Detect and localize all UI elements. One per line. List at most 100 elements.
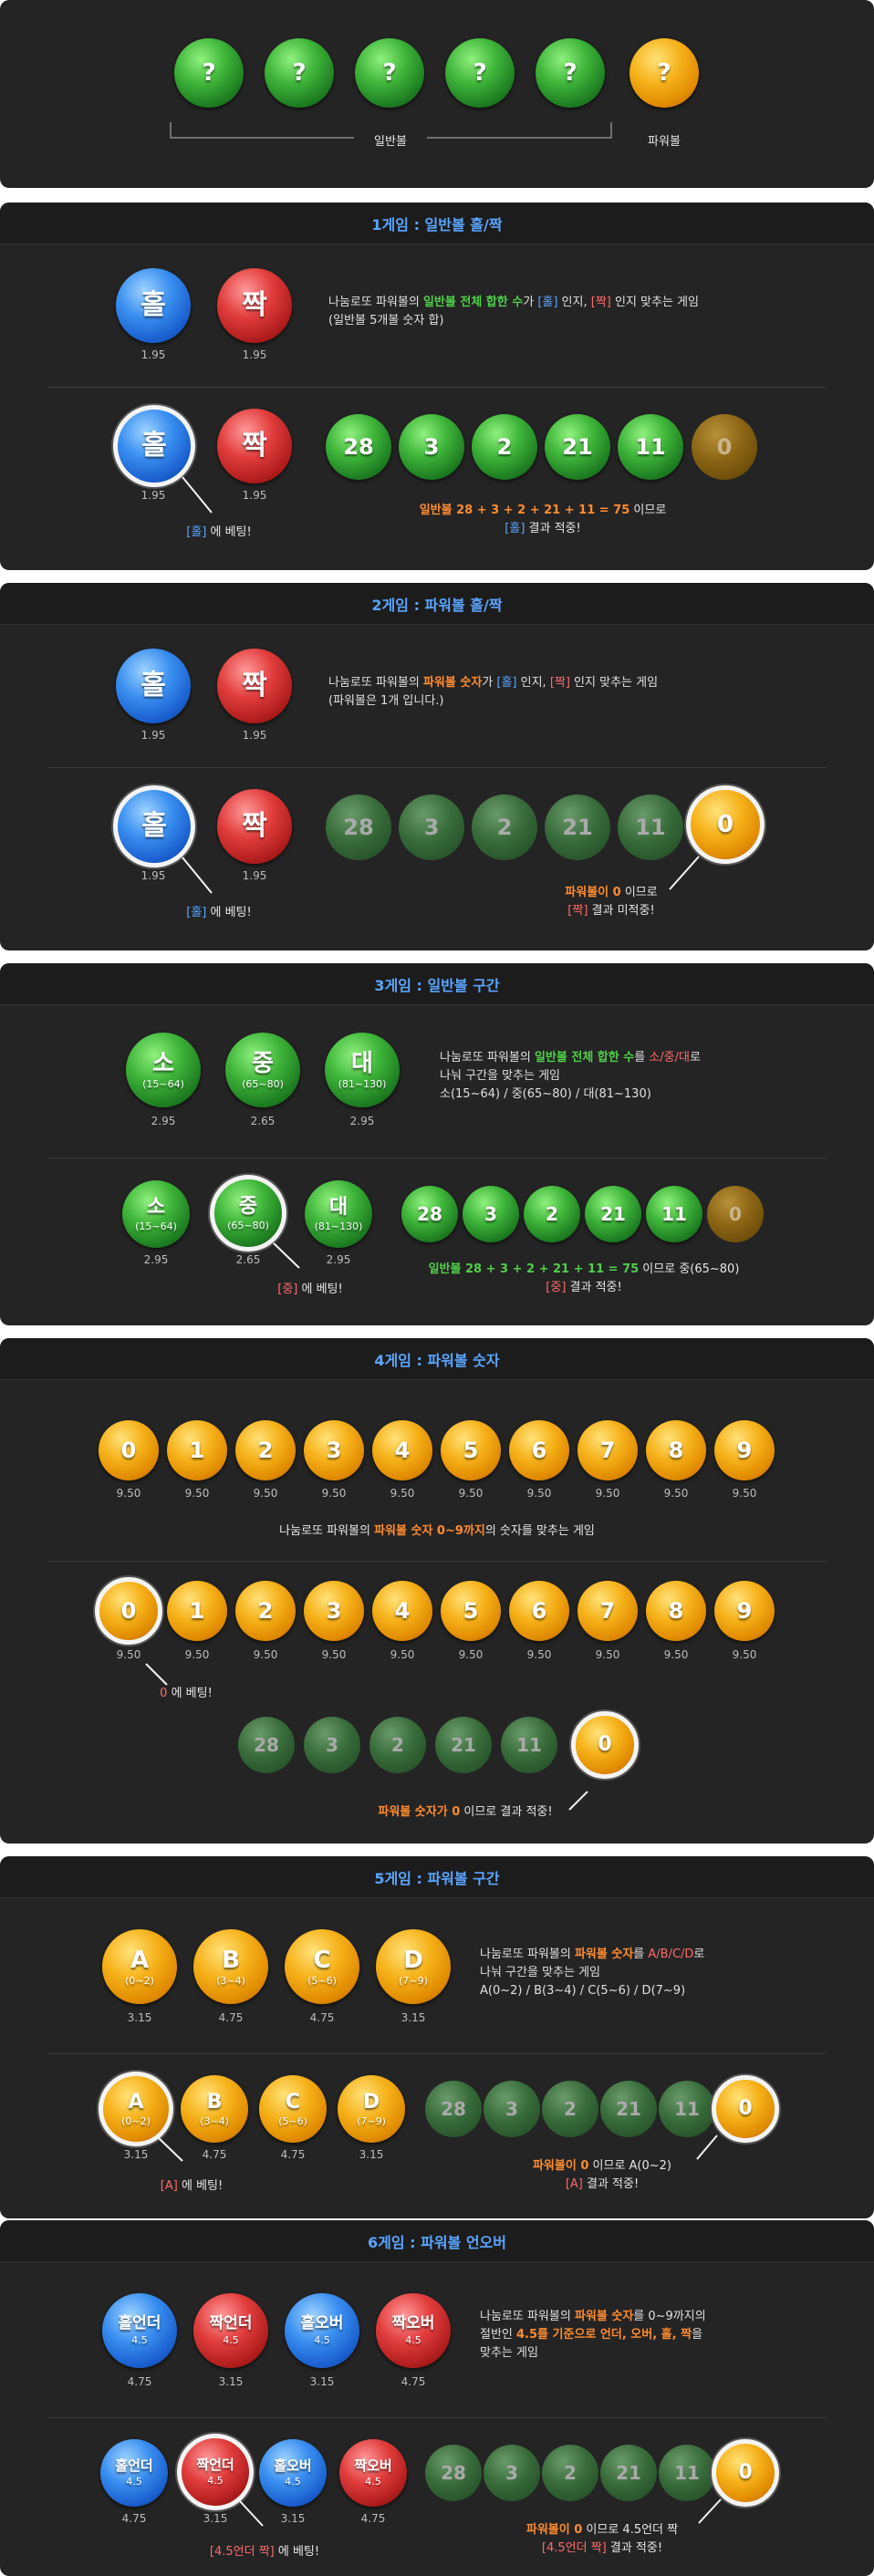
odd-odds-2: 1.95 <box>140 869 166 882</box>
draw-ball-3: 2 <box>369 1717 426 1773</box>
large-ball[interactable]: 대 (81~130) <box>325 1033 400 1107</box>
digit-ball-7[interactable]: 7 <box>577 1420 638 1480</box>
game4-result: 파워볼 숫자가 0 이므로 결과 적중! <box>378 1805 553 1819</box>
digit-ball-5-2[interactable]: 5 <box>441 1581 501 1641</box>
draw-ball-2: 3 <box>484 2445 540 2501</box>
draw-ball-5: 11 <box>618 414 683 480</box>
digit-ball-4[interactable]: 4 <box>372 1420 432 1480</box>
draw-ball-1: 28 <box>425 2081 482 2137</box>
game1-title: 1게임 : 일반볼 홀/짝 <box>0 203 874 244</box>
odd-under-ball-2[interactable]: 홀언더 4.5 <box>100 2439 168 2507</box>
range-c-ball[interactable]: C (5~6) <box>285 1929 359 2004</box>
digit-ball-9[interactable]: 9 <box>714 1420 775 1480</box>
odd-under-ball[interactable]: 홀언더 4.5 <box>102 2293 177 2368</box>
game1-panel: 1게임 : 일반볼 홀/짝 홀 짝 1.95 1.95 나눔로또 파워볼의 일반… <box>0 203 874 570</box>
normal-ball-4: ? <box>445 38 515 108</box>
small-ball-2[interactable]: 소 (15~64) <box>122 1180 190 1248</box>
draw-ball-2: 3 <box>463 1186 519 1242</box>
range-a-odds-2: 3.15 <box>123 2148 149 2161</box>
draw-ball-4: 21 <box>435 1717 492 1773</box>
small-ball[interactable]: 소 (15~64) <box>126 1033 201 1107</box>
game5-title: 5게임 : 파워볼 구간 <box>0 1856 874 1898</box>
digit-ball-1[interactable]: 1 <box>167 1420 227 1480</box>
odd-ball-selected[interactable]: 홀 <box>113 785 195 867</box>
digit-ball-7-2[interactable]: 7 <box>577 1581 638 1641</box>
bracket-line <box>170 122 612 139</box>
range-d-ball[interactable]: D (7~9) <box>376 1929 451 2004</box>
draw-ball-4: 21 <box>600 2445 657 2501</box>
top-panel: ? ? ? ? ? ? 일반볼 파워볼 <box>0 0 874 188</box>
digit-ball-6-2[interactable]: 6 <box>509 1581 569 1641</box>
range-b-ball-2[interactable]: B (3~4) <box>181 2075 248 2143</box>
large-ball-2[interactable]: 대 (81~130) <box>305 1180 372 1248</box>
even-over-odds-2: 4.75 <box>360 2512 386 2525</box>
even-over-ball-2[interactable]: 짝오버 4.5 <box>339 2439 407 2507</box>
digit-ball-0[interactable]: 0 <box>99 1420 159 1480</box>
normal-ball-5: ? <box>536 38 605 108</box>
draw-ball-2: 3 <box>484 2081 540 2137</box>
even-odds-2: 1.95 <box>242 869 267 882</box>
range-a-ball[interactable]: A (0~2) <box>102 1929 177 2004</box>
odd-over-ball-2[interactable]: 홀오버 4.5 <box>259 2439 327 2507</box>
medium-ball-selected[interactable]: 중 (65~80) <box>210 1175 286 1252</box>
even-ball-2[interactable]: 짝 <box>217 409 292 483</box>
digit-ball-6[interactable]: 6 <box>509 1420 569 1480</box>
odd-ball[interactable]: 홀 <box>116 649 191 723</box>
draw-ball-1: 28 <box>326 795 391 860</box>
even-under-ball-selected[interactable]: 짝언더 4.5 <box>177 2434 254 2510</box>
medium-odds-2: 2.65 <box>235 1253 261 1266</box>
digit-ball-8[interactable]: 8 <box>646 1420 706 1480</box>
draw-ball-3: 2 <box>542 2445 598 2501</box>
draw-ball-4: 21 <box>600 2081 657 2137</box>
draw-ball-5: 11 <box>618 795 683 860</box>
draw-ball-3: 2 <box>472 795 537 860</box>
digit-ball-2[interactable]: 2 <box>235 1420 296 1480</box>
range-b-odds: 4.75 <box>218 2011 244 2024</box>
digit-ball-5[interactable]: 5 <box>441 1420 501 1480</box>
draw-ball-1: 28 <box>238 1717 295 1773</box>
game6-description: 나눔로또 파워볼의 파워볼 숫자를 0~9까지의 절반인 4.5를 기준으로 언… <box>480 2310 706 2360</box>
digit-odds-9: 9.50 <box>732 1487 757 1500</box>
even-under-odds: 3.15 <box>218 2375 244 2388</box>
game4-bet-label: 0 에 베팅! <box>160 1687 213 1700</box>
power-ball-label: 파워볼 <box>648 135 681 149</box>
range-b-ball[interactable]: B (3~4) <box>193 1929 268 2004</box>
digit-odds-7-2: 9.50 <box>595 1648 620 1661</box>
digit-ball-4-2[interactable]: 4 <box>372 1581 432 1641</box>
odd-over-ball[interactable]: 홀오버 4.5 <box>285 2293 359 2368</box>
draw-power-ball: 0 <box>571 1711 639 1779</box>
draw-ball-3: 2 <box>472 414 537 480</box>
even-ball-2[interactable]: 짝 <box>217 789 292 864</box>
game6-bet-label: [4.5언더 짝] 에 베팅! <box>209 2545 320 2559</box>
game2-bet-label: [홀] 에 베팅! <box>186 906 252 919</box>
even-ball[interactable]: 짝 <box>217 268 292 343</box>
range-d-ball-2[interactable]: D (7~9) <box>338 2075 405 2143</box>
game3-bet-label: [중] 에 베팅! <box>277 1283 343 1296</box>
range-c-ball-2[interactable]: C (5~6) <box>259 2075 327 2143</box>
digit-ball-8-2[interactable]: 8 <box>646 1581 706 1641</box>
odd-over-odds: 3.15 <box>309 2375 335 2388</box>
odd-odds-2: 1.95 <box>140 489 166 502</box>
digit-odds-6-2: 9.50 <box>526 1648 552 1661</box>
digit-odds-9-2: 9.50 <box>732 1648 757 1661</box>
odd-over-odds-2: 3.15 <box>280 2512 306 2525</box>
digit-ball-3-2[interactable]: 3 <box>304 1581 364 1641</box>
even-ball[interactable]: 짝 <box>217 649 292 723</box>
odd-under-odds-2: 4.75 <box>121 2512 147 2525</box>
range-d-odds: 3.15 <box>401 2011 426 2024</box>
digit-ball-0-selected[interactable]: 0 <box>95 1577 162 1645</box>
odd-ball-selected[interactable]: 홀 <box>113 405 195 487</box>
medium-ball[interactable]: 중 (65~80) <box>225 1033 300 1107</box>
digit-ball-2-2[interactable]: 2 <box>235 1581 296 1641</box>
digit-ball-1-2[interactable]: 1 <box>167 1581 227 1641</box>
medium-odds: 2.65 <box>250 1115 276 1127</box>
digit-odds-5-2: 9.50 <box>458 1648 484 1661</box>
small-odds: 2.95 <box>151 1115 176 1127</box>
digit-ball-9-2[interactable]: 9 <box>714 1581 775 1641</box>
digit-odds-2-2: 9.50 <box>253 1648 278 1661</box>
even-over-ball[interactable]: 짝오버 4.5 <box>376 2293 451 2368</box>
digit-ball-3[interactable]: 3 <box>304 1420 364 1480</box>
range-a-ball-selected[interactable]: A (0~2) <box>99 2072 173 2146</box>
odd-ball[interactable]: 홀 <box>116 268 191 343</box>
even-under-ball[interactable]: 짝언더 4.5 <box>193 2293 268 2368</box>
